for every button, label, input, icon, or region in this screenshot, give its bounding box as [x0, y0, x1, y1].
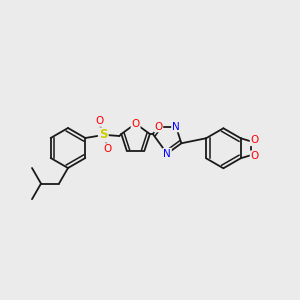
- Text: O: O: [95, 116, 103, 126]
- Text: N: N: [163, 148, 171, 159]
- Text: O: O: [154, 122, 162, 131]
- Text: O: O: [250, 151, 259, 161]
- Text: O: O: [131, 118, 140, 129]
- Text: O: O: [250, 135, 259, 145]
- Text: S: S: [99, 128, 108, 142]
- Text: O: O: [103, 144, 111, 154]
- Text: N: N: [172, 122, 180, 131]
